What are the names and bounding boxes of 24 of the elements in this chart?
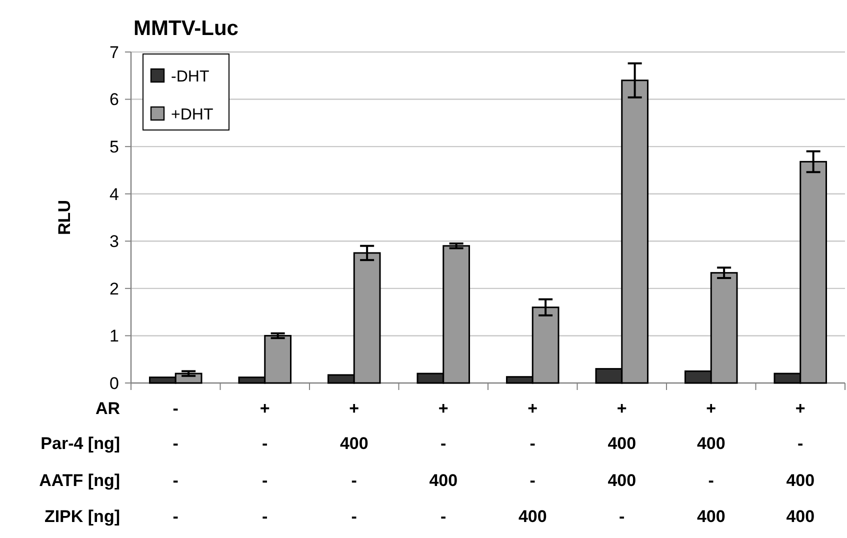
x-tick-label: - - - - (172, 398, 178, 526)
x-tick-label: + 400 400 - (608, 398, 636, 526)
x-tick-label: + - 400 - (429, 398, 458, 526)
y-axis-title: RLU (55, 200, 74, 235)
y-tick-label: 3 (110, 232, 119, 252)
x-tick-label: + - - - (260, 398, 270, 526)
text: AR (95, 398, 120, 418)
x-tick-label: + 400 - - (340, 398, 368, 526)
y-tick-label: 6 (110, 90, 119, 110)
chart-title: MMTV-Luc (134, 17, 239, 40)
legend-label: -DHT (171, 68, 210, 86)
y-tick-label: 4 (110, 184, 119, 204)
y-tick-label: 7 (110, 42, 119, 62)
x-tick-label: + - 400 400 (786, 398, 815, 526)
text: AATF [ng] (39, 470, 120, 490)
text: ZIPK [ng] (44, 506, 120, 526)
y-tick-label: 2 (110, 279, 119, 298)
y-tick-label: 0 (110, 374, 119, 393)
x-tick-label: + - - 400 (518, 398, 547, 526)
y-tick-label: 1 (110, 326, 119, 346)
x-tick-label: + 400 - 400 (696, 398, 726, 526)
y-tick-label: 5 (110, 138, 119, 157)
text: Par-4 [ng] (40, 434, 120, 453)
legend-label: +DHT (171, 106, 214, 124)
